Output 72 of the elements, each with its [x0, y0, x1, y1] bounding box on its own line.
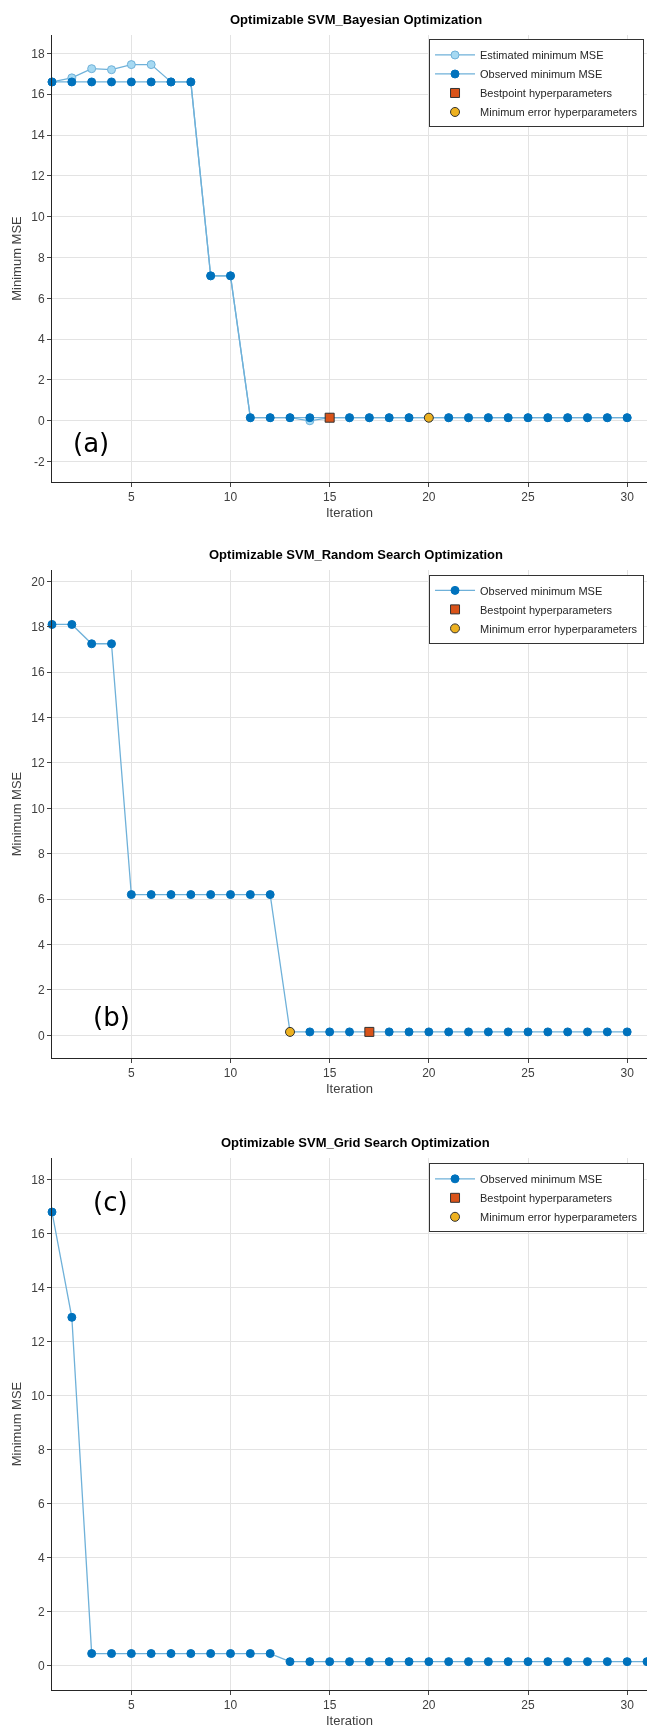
legend-label: Minimum error hyperparameters — [480, 1211, 638, 1224]
y-tick-label: 14 — [31, 128, 45, 143]
y-tick-label: 4 — [37, 332, 45, 347]
x-tick-label: 20 — [422, 1698, 436, 1713]
legend-label: Bestpoint hyperparameters — [480, 603, 613, 616]
y-tick-label: 10 — [31, 1388, 45, 1403]
y-axis-title: Minimum MSE — [9, 1381, 25, 1467]
y-tick-label: 6 — [37, 1496, 45, 1511]
y-tick-label: 18 — [31, 46, 45, 61]
y-tick-label: 12 — [31, 169, 45, 184]
y-tick-label: 2 — [37, 1604, 45, 1619]
x-tick-label: 15 — [322, 490, 337, 505]
legend-label: Bestpoint hyperparameters — [480, 87, 613, 100]
y-tick-label: 2 — [37, 983, 45, 998]
x-tick-label: 10 — [223, 1698, 238, 1713]
y-tick-label: 8 — [37, 250, 45, 265]
x-tick-label: 25 — [521, 1066, 535, 1081]
y-axis-title: Minimum MSE — [9, 215, 25, 301]
y-tick-label: 6 — [37, 892, 45, 907]
y-tick-label: 0 — [37, 1658, 45, 1673]
x-tick-label: 5 — [127, 1698, 135, 1713]
y-tick-label: 14 — [31, 710, 45, 725]
x-axis-title: Iteration — [326, 1081, 373, 1096]
y-tick-label: 0 — [37, 1028, 45, 1043]
x-tick-label: 20 — [422, 490, 436, 505]
y-tick-label: 10 — [31, 209, 45, 224]
y-tick-label: 4 — [37, 937, 45, 952]
x-axis-title: Iteration — [326, 1713, 373, 1728]
chart-title: Optimizable SVM_Grid Search Optimization — [221, 1135, 490, 1150]
y-tick-label: 8 — [37, 846, 45, 861]
legend-label: Bestpoint hyperparameters — [480, 1192, 613, 1205]
legend-label: Minimum error hyperparameters — [480, 106, 638, 119]
y-tick-label: 0 — [37, 413, 45, 428]
y-tick-label: 20 — [31, 574, 45, 589]
y-tick-label: 6 — [37, 291, 45, 306]
y-tick-label: 12 — [31, 1334, 45, 1349]
y-tick-label: 8 — [37, 1442, 45, 1457]
x-tick-label: 5 — [127, 490, 135, 505]
x-tick-label: 30 — [620, 1698, 635, 1713]
x-tick-label: 10 — [223, 1066, 238, 1081]
y-tick-label: 10 — [31, 801, 45, 816]
y-tick-label: 12 — [31, 756, 45, 771]
x-tick-label: 30 — [620, 490, 635, 505]
x-tick-label: 25 — [521, 1698, 535, 1713]
annotation: (c) — [93, 1187, 128, 1217]
y-tick-label: 16 — [31, 87, 45, 102]
y-axis-title: Minimum MSE — [9, 771, 25, 857]
y-tick-label: 4 — [37, 1550, 45, 1565]
y-tick-label: -2 — [33, 454, 45, 469]
y-tick-label: 14 — [31, 1280, 45, 1295]
y-tick-label: 16 — [31, 1226, 45, 1241]
legend-label: Estimated minimum MSE — [480, 49, 604, 62]
x-tick-label: 15 — [322, 1066, 337, 1081]
y-tick-label: 18 — [31, 619, 45, 634]
legend-label: Observed minimum MSE — [480, 1173, 603, 1186]
y-tick-label: 2 — [37, 373, 45, 388]
legend-label: Observed minimum MSE — [480, 68, 603, 81]
x-tick-label: 10 — [223, 490, 238, 505]
chart-title: Optimizable SVM_Random Search Optimization — [209, 547, 504, 562]
legend-label: Minimum error hyperparameters — [480, 622, 638, 635]
x-tick-label: 25 — [521, 490, 535, 505]
x-tick-label: 20 — [422, 1066, 436, 1081]
y-tick-label: 16 — [31, 665, 45, 680]
annotation: (a) — [73, 428, 110, 458]
x-tick-label: 30 — [620, 1066, 635, 1081]
x-tick-label: 5 — [127, 1066, 135, 1081]
x-tick-label: 15 — [322, 1698, 337, 1713]
legend-label: Observed minimum MSE — [480, 584, 603, 597]
annotation: (b) — [93, 1002, 130, 1032]
x-axis-title: Iteration — [326, 505, 373, 520]
chart-title: Optimizable SVM_Bayesian Optimization — [230, 12, 483, 27]
y-tick-label: 18 — [31, 1172, 45, 1187]
